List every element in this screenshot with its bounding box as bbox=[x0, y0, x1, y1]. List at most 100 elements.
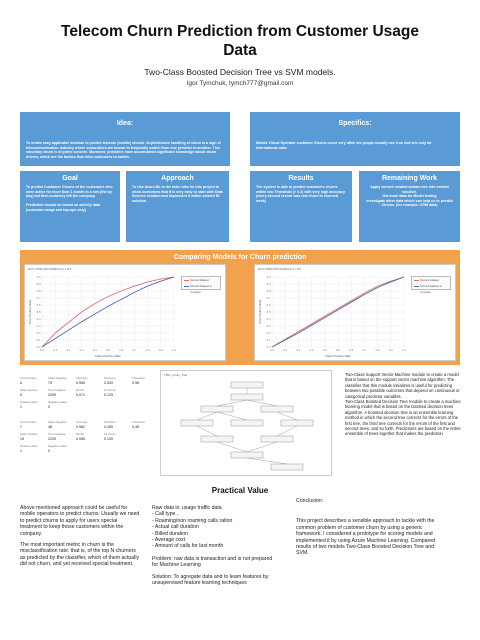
flow-edge bbox=[246, 457, 288, 465]
metric-label: False Negative bbox=[48, 420, 67, 424]
chart-tabs-left[interactable]: ROC PRECISION/RECALL LIFT bbox=[28, 267, 72, 271]
metric-label: Accuracy bbox=[76, 420, 88, 424]
results-body: The system is able to predict customers … bbox=[256, 185, 345, 203]
metric-value: 0.085 bbox=[76, 437, 85, 441]
x-tick-label: 0.8 bbox=[146, 348, 150, 352]
goal-box: Goal To predict Customer Churns of the c… bbox=[20, 171, 120, 242]
x-tick-label: 0.9 bbox=[159, 348, 163, 352]
metric-value: 0.962 bbox=[76, 425, 85, 429]
metric-label: Threshold bbox=[132, 376, 145, 380]
idea-box: To create easy applicable solution to pr… bbox=[20, 138, 230, 166]
raw-data-item: - Roaming/non roaming calls ration bbox=[152, 517, 233, 524]
x-axis-label: False Positive Rate bbox=[325, 354, 351, 358]
flow-edge bbox=[216, 411, 248, 421]
metric-label: True Negative bbox=[48, 432, 66, 436]
x-tick-label: 0.4 bbox=[93, 348, 97, 352]
metrics-row: Positive Label Negative Label 1 0 bbox=[20, 444, 200, 453]
y-tick-label: 0.5 bbox=[37, 310, 41, 314]
flow-edge bbox=[246, 399, 278, 407]
metric-label: False Positive bbox=[20, 388, 38, 392]
metric-value: 0 bbox=[48, 449, 50, 453]
metric-label: F1 Score bbox=[104, 432, 116, 436]
poster-title: Telecom Churn Prediction from Customer U… bbox=[61, 23, 419, 59]
metric-value: 5 bbox=[20, 393, 22, 397]
approach-body: To Use Azure ML is the main idea for thi… bbox=[132, 185, 223, 203]
x-tick-label: 0.0 bbox=[270, 348, 274, 352]
poster-author: Igor Tymchuk, tymch777@gmail.com bbox=[186, 80, 294, 87]
metric-value: 0.139 bbox=[104, 437, 113, 441]
y-tick-label: 0.2 bbox=[267, 331, 271, 335]
goal-body: To predict Customer Churns of the custom… bbox=[26, 185, 113, 212]
y-axis-label: True Positive Rate bbox=[28, 299, 32, 324]
flow-edge bbox=[216, 399, 248, 407]
idea-body: To create easy applicable solution to pr… bbox=[26, 141, 221, 159]
x-tick-label: 1.0 bbox=[402, 348, 406, 352]
y-axis-label: True Positive Rate bbox=[258, 299, 262, 324]
metric-label: Recall bbox=[76, 432, 84, 436]
y-tick-label: 0.7 bbox=[37, 296, 41, 300]
flow-edge bbox=[246, 441, 278, 453]
x-tick-label: 0.7 bbox=[362, 348, 366, 352]
series-line bbox=[41, 276, 175, 348]
practical-col-2: Raw data is: usage traffic data - Call t… bbox=[152, 505, 277, 591]
metric-value: 48 bbox=[48, 425, 52, 429]
y-tick-label: 0.7 bbox=[267, 296, 271, 300]
y-tick-label: 0.4 bbox=[37, 317, 41, 321]
metric-label: F1 Score bbox=[104, 388, 116, 392]
chart-tabs-right[interactable]: ROC PRECISION/RECALL LIFT bbox=[258, 267, 302, 271]
flow-node bbox=[260, 435, 294, 443]
legend-right: Scored dataset Scored dataset to compare bbox=[411, 276, 451, 294]
x-axis-label: False Positive Rate bbox=[95, 354, 121, 358]
solution-text: Solution: To agregate data and to learn … bbox=[152, 573, 269, 587]
raw-data-intro: Raw data is: usage traffic data bbox=[152, 505, 222, 511]
y-tick-label: 0.2 bbox=[37, 331, 41, 335]
conclusion-body: This project describes a sensible approa… bbox=[296, 518, 435, 557]
metric-label: Precision bbox=[104, 376, 116, 380]
flow-node bbox=[230, 381, 264, 389]
metric-label: Negative Label bbox=[48, 444, 67, 448]
conclusion-heading: Conclusion: bbox=[296, 498, 324, 504]
x-tick-label: 0.9 bbox=[389, 348, 393, 352]
raw-data-item: - Amount of calls for last month bbox=[152, 543, 224, 550]
metric-value: 0.965 bbox=[76, 381, 85, 385]
metric-label: False Positive bbox=[20, 432, 38, 436]
metric-value: 0 bbox=[48, 405, 50, 409]
comparing-section: Comparing Models for Churn prediction RO… bbox=[20, 250, 460, 365]
metric-value: 1 bbox=[20, 405, 22, 409]
metrics-row: False Positive True Negative Recall F1 Scor… bbox=[20, 388, 200, 397]
legend-label: Scored dataset bbox=[420, 278, 439, 282]
metric-value: 79 bbox=[48, 381, 52, 385]
legend-item: Scored dataset bbox=[182, 277, 220, 283]
legend-item: Scored dataset bbox=[412, 277, 450, 283]
x-tick-label: 0.5 bbox=[106, 348, 110, 352]
poster-header: Telecom Churn Prediction from Customer U… bbox=[0, 22, 480, 87]
metric-value: 7 bbox=[20, 425, 22, 429]
legend-label: Scored dataset to compare bbox=[190, 284, 212, 294]
x-tick-label: 0.6 bbox=[119, 348, 123, 352]
y-tick-label: 0.9 bbox=[37, 282, 41, 286]
x-tick-label: 0.1 bbox=[53, 348, 57, 352]
metric-label: True Positive bbox=[20, 420, 37, 424]
legend-label: Scored dataset bbox=[190, 278, 209, 282]
metric-value: 0.500 bbox=[104, 381, 113, 385]
legend-label: Scored dataset to compare bbox=[420, 284, 442, 294]
x-tick-label: 0.5 bbox=[336, 348, 340, 352]
y-tick-label: 1.0 bbox=[37, 275, 41, 279]
metric-label: Precision bbox=[104, 420, 116, 424]
comparing-heading: Comparing Models for Churn prediction bbox=[173, 254, 307, 261]
y-tick-label: 0.9 bbox=[267, 282, 271, 286]
practical-col-1: Above mentioned approach could be useful… bbox=[20, 505, 140, 573]
flow-edge bbox=[216, 441, 248, 453]
roc-chart-left: ROC PRECISION/RECALL LIFT 0.0 0.0 0.1 0.1 0.… bbox=[24, 264, 226, 361]
x-tick-label: 0.2 bbox=[66, 348, 70, 352]
y-tick-label: 0.5 bbox=[267, 310, 271, 314]
metric-label: Positive Label bbox=[20, 444, 38, 448]
roc-plot-right: 0.00.00.10.10.20.20.30.30.40.40.50.50.60… bbox=[258, 275, 406, 358]
raw-data-item: - Average cost bbox=[152, 537, 186, 544]
specifics-heading: Specifics: bbox=[250, 112, 460, 138]
metric-value: 0.269 bbox=[104, 425, 113, 429]
x-tick-label: 0.7 bbox=[132, 348, 136, 352]
roc-plot-left: 0.00.00.10.10.20.20.30.30.40.40.50.50.60… bbox=[28, 275, 176, 358]
flow-edge bbox=[276, 411, 298, 421]
metric-label: False Negative bbox=[48, 376, 67, 380]
